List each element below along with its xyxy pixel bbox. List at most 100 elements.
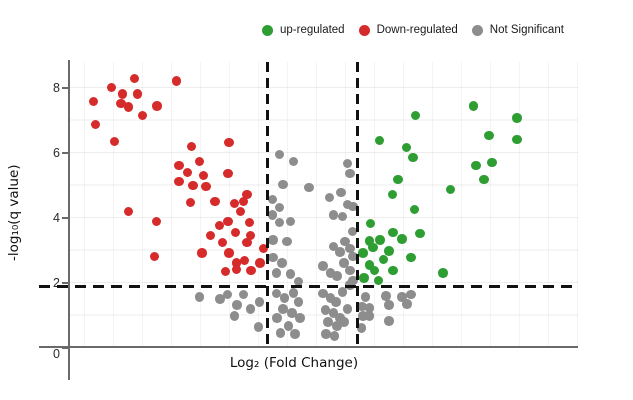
data-point <box>287 308 297 318</box>
y-tick-label: 4 <box>53 211 60 225</box>
data-point <box>293 276 304 287</box>
data-point <box>323 317 333 327</box>
data-point <box>188 180 198 191</box>
legend-dot-not-significant-icon <box>471 24 483 36</box>
data-point <box>397 292 407 302</box>
data-point <box>245 304 256 314</box>
data-point <box>393 174 403 185</box>
data-point <box>359 273 369 283</box>
data-point <box>253 322 264 332</box>
data-point <box>272 313 282 323</box>
data-point <box>325 268 336 278</box>
data-point <box>275 328 286 338</box>
data-point <box>445 184 456 195</box>
data-point <box>384 316 394 326</box>
data-point <box>90 119 101 130</box>
data-point <box>222 289 233 300</box>
data-point <box>267 210 278 220</box>
data-point <box>132 89 143 99</box>
fold-change-threshold-line <box>266 62 270 348</box>
data-point <box>223 168 233 179</box>
data-point <box>348 275 358 286</box>
data-point <box>348 251 358 262</box>
data-point <box>331 297 341 307</box>
y-axis-line <box>68 60 70 380</box>
legend-item-not-significant: Not Significant <box>471 24 564 36</box>
data-point <box>242 237 252 248</box>
data-point <box>106 82 117 93</box>
data-point <box>271 288 282 299</box>
data-point <box>231 258 242 268</box>
legend-item-up-regulated: up-regulated <box>262 24 345 36</box>
data-point <box>318 261 328 271</box>
data-point <box>185 197 196 208</box>
x-axis-line <box>39 346 578 348</box>
legend: up-regulated Down-regulated Not Signific… <box>262 24 564 36</box>
y-tick-label: 6 <box>53 146 60 160</box>
data-point <box>406 252 416 263</box>
data-point <box>365 218 376 229</box>
data-point <box>268 235 278 245</box>
data-point <box>364 260 375 270</box>
data-point <box>368 242 378 253</box>
data-point <box>198 170 209 181</box>
data-point <box>214 220 224 231</box>
data-point <box>151 216 162 227</box>
data-point <box>345 168 355 179</box>
data-point <box>109 136 120 147</box>
data-point <box>229 198 240 209</box>
data-point <box>201 181 211 192</box>
data-point <box>320 305 331 315</box>
data-point <box>244 217 255 228</box>
data-point <box>267 194 278 205</box>
data-point <box>471 160 481 171</box>
data-point <box>152 101 162 111</box>
data-point <box>205 230 215 241</box>
data-point <box>358 311 368 321</box>
data-point <box>397 234 407 244</box>
data-point <box>290 329 300 339</box>
legend-dot-up-regulated-icon <box>262 24 273 36</box>
data-point <box>174 160 184 171</box>
legend-label-not-significant: Not Significant <box>489 24 564 36</box>
y-tick-mark <box>62 282 68 284</box>
data-point <box>229 311 240 321</box>
data-point <box>388 227 398 238</box>
data-point <box>378 254 389 265</box>
data-point <box>339 317 349 327</box>
data-point <box>220 266 231 277</box>
data-point <box>274 217 285 228</box>
data-point <box>357 301 367 312</box>
data-point <box>342 199 353 210</box>
data-point <box>186 141 197 152</box>
data-point <box>339 258 349 268</box>
data-point <box>123 206 134 217</box>
data-point <box>277 258 287 268</box>
data-point <box>369 265 380 276</box>
data-point <box>288 156 299 167</box>
data-point <box>348 201 358 212</box>
data-point <box>182 167 193 178</box>
data-point <box>373 275 384 286</box>
data-point <box>409 204 420 215</box>
data-point <box>285 269 296 279</box>
data-point <box>358 248 368 258</box>
data-point <box>484 130 494 141</box>
data-point <box>332 271 342 281</box>
legend-label-down-regulated: Down-regulated <box>376 24 458 36</box>
data-point <box>278 304 288 314</box>
data-point <box>479 174 489 185</box>
data-point <box>342 158 353 169</box>
data-point <box>285 216 296 227</box>
data-point <box>328 241 339 252</box>
data-point <box>268 252 278 263</box>
data-point <box>194 156 205 167</box>
data-point <box>230 227 241 238</box>
data-point <box>224 137 234 148</box>
data-point <box>406 289 416 300</box>
data-point <box>342 304 353 314</box>
data-point <box>328 308 339 318</box>
data-point <box>238 196 249 207</box>
data-point <box>293 297 304 307</box>
data-point <box>356 323 367 333</box>
